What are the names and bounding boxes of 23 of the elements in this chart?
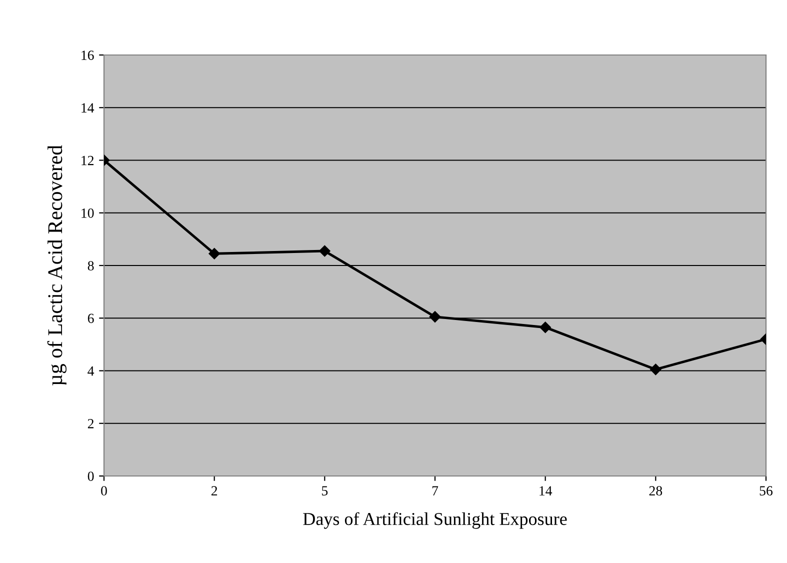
x-tick-label: 5: [322, 486, 328, 496]
x-tick-label: 2: [211, 486, 218, 496]
x-tick-label: 0: [101, 486, 107, 496]
point: [208, 248, 220, 260]
point: [540, 322, 551, 333]
x-tick-label: 28: [649, 486, 662, 496]
point: [429, 311, 441, 322]
y-axis-title: µg of Lactic Acid Recovered: [47, 145, 66, 386]
x-tick-label: 7: [432, 486, 438, 496]
y-tick-label: 12: [82, 156, 94, 166]
y-tick-label: 14: [82, 103, 94, 112]
y-tick-label: 6: [88, 314, 94, 324]
y-tick-label: 16: [82, 50, 94, 60]
y-tick-label: 0: [88, 472, 94, 481]
x-tick-label: 14: [540, 486, 552, 496]
y-tick-label: 8: [88, 261, 94, 270]
y-tick-label: 10: [82, 208, 94, 218]
point: [319, 245, 330, 257]
x-tick-label: 56: [760, 486, 773, 496]
y-tick-label: 4: [88, 366, 94, 376]
point: [650, 364, 662, 376]
y-tick-label: 2: [88, 418, 94, 428]
x-axis-title: Days of Artificial Sunlight Exposure: [303, 512, 567, 529]
